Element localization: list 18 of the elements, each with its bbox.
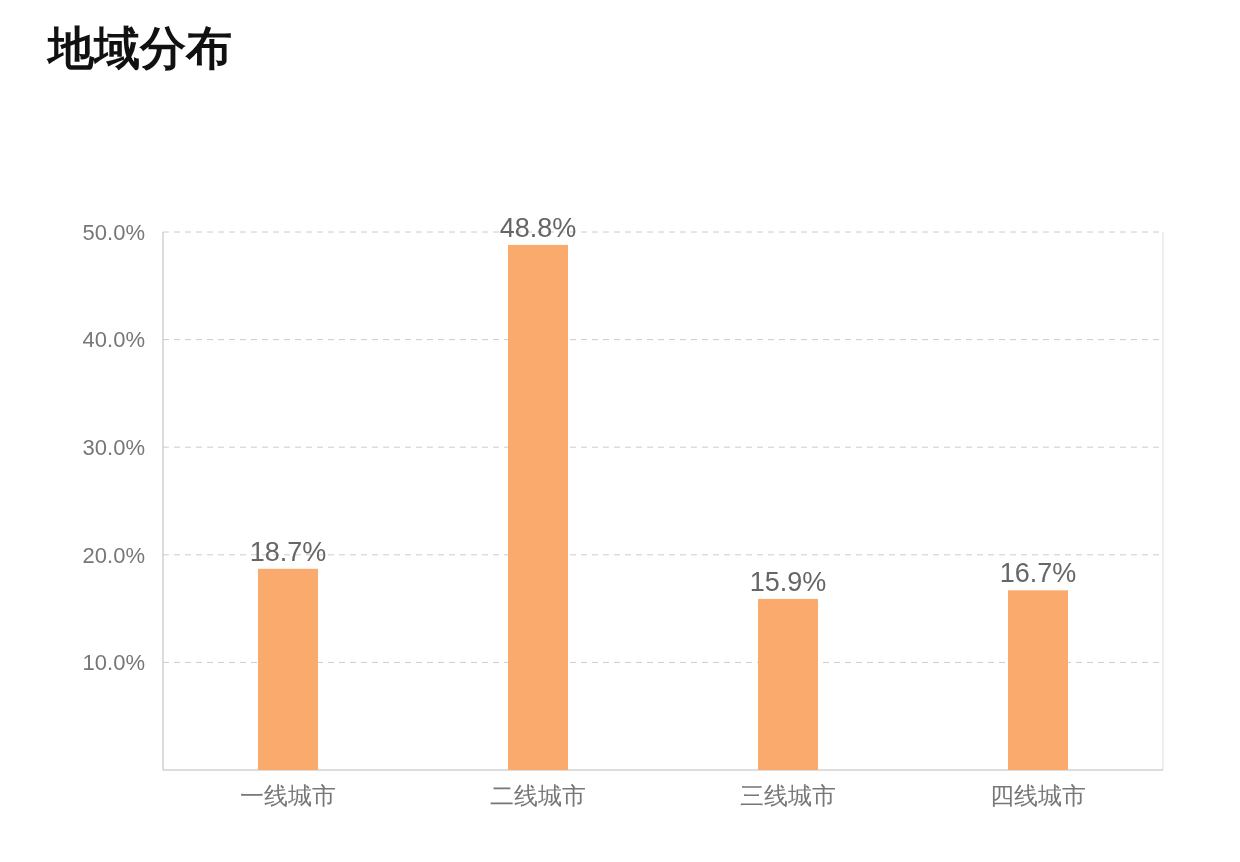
- y-tick-label: 40.0%: [82, 327, 145, 353]
- data-label: 48.8%: [499, 212, 577, 243]
- data-label: 15.9%: [749, 566, 827, 597]
- x-tick-label: 一线城市: [240, 782, 336, 809]
- y-tick-label: 20.0%: [82, 542, 145, 568]
- y-tick-label: 50.0%: [82, 219, 145, 245]
- data-label: 16.7%: [999, 558, 1077, 589]
- y-tick-label: 30.0%: [82, 434, 145, 460]
- x-tick-label: 四线城市: [990, 782, 1086, 809]
- bar: [508, 244, 568, 770]
- data-label: 18.7%: [249, 536, 327, 567]
- x-tick-label: 二线城市: [490, 782, 586, 809]
- bar: [758, 598, 818, 770]
- bar: [1008, 590, 1068, 770]
- x-tick-label: 三线城市: [740, 782, 836, 809]
- chart-title: 地域分布: [46, 22, 232, 74]
- bar: [258, 568, 318, 770]
- y-tick-label: 10.0%: [82, 650, 145, 676]
